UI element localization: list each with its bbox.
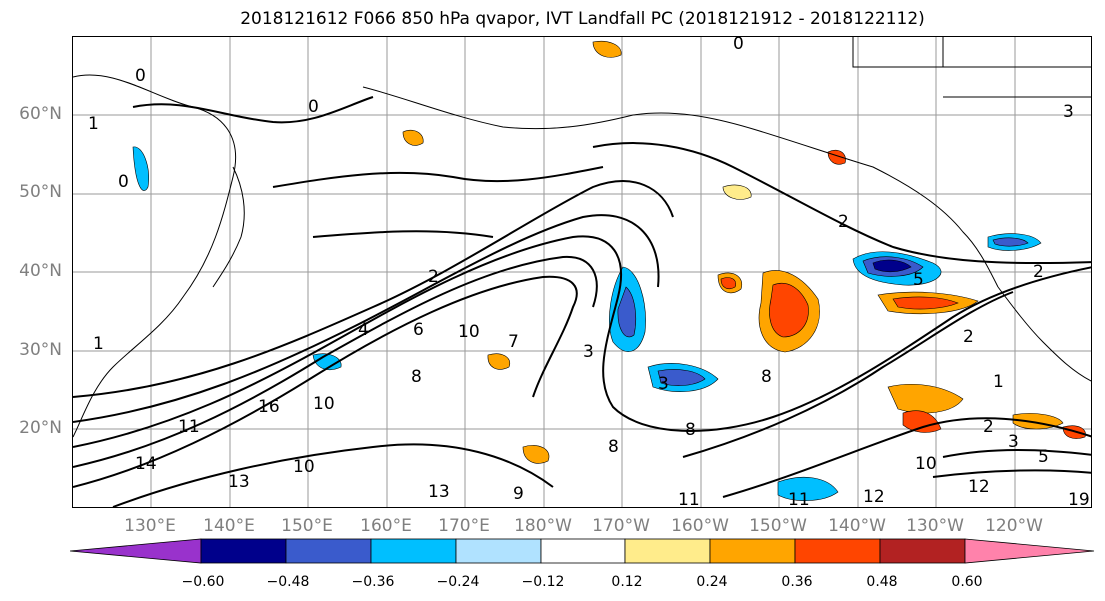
lon-label-140e: 140°E [203,516,255,536]
colorbar-segment [455,538,542,564]
contour-label: 8 [761,367,772,387]
contour-label: 5 [1038,447,1049,467]
contour-label: 3 [583,342,594,362]
lat-label-60n: 60°N [19,104,62,124]
colorbar-segment [794,538,881,564]
colorbar-segment [200,538,287,564]
contour-label: 0 [733,37,744,54]
colorbar-tick-label: 0.36 [781,574,813,590]
ivt-contours [73,96,1091,507]
contour-label: 2 [963,327,974,347]
map-panel: 0 0 0 0 1 1 1 2 2 2 2 2 3 3 3 3 4 5 5 6 … [72,36,1092,508]
contour-label: 10 [458,322,480,342]
contour-label: 1 [88,114,99,134]
colorbar-tick-label: −0.12 [521,574,565,590]
contour-label: 0 [308,97,319,117]
colorbar-tick-label: −0.48 [266,574,310,590]
colorbar-segment [370,538,457,564]
lon-label-160w: 160°W [671,516,729,536]
contour-label: 10 [313,394,335,414]
contour-label: 1 [93,334,104,354]
colorbar-segment [624,538,711,564]
colorbar-extend-left [70,538,202,564]
contour-label: 9 [513,484,524,504]
contour-label: 5 [913,270,924,290]
lon-label-170e: 170°E [438,516,490,536]
contour-label: 13 [428,482,450,502]
lon-label-140w: 140°W [828,516,886,536]
lat-label-50n: 50°N [19,182,62,202]
contour-label: 2 [983,417,994,437]
contour-label: 12 [863,487,885,507]
colorbar-tick-label: 0.12 [611,574,643,590]
contour-label: 14 [135,454,157,474]
contour-label: 2 [838,212,849,232]
colorbar-tick-label: 0.60 [951,574,983,590]
contour-label: 6 [413,320,424,340]
lat-label-20n: 20°N [19,418,62,438]
contour-label: 8 [685,420,696,440]
colorbar-segment [540,538,626,564]
map-canvas: 0 0 0 0 1 1 1 2 2 2 2 2 3 3 3 3 4 5 5 6 … [73,37,1091,508]
coastlines [73,37,1091,438]
contour-label-group: 0 0 0 0 1 1 1 2 2 2 2 2 3 3 3 3 4 5 5 6 … [88,37,1090,508]
colorbar-segment [709,538,796,564]
contour-label: 1 [993,372,1004,392]
contour-label: 10 [293,457,315,477]
lat-label-30n: 30°N [19,340,62,360]
contour-label: 0 [135,66,146,86]
colorbar-segment [285,538,372,564]
contour-label: 2 [428,267,439,287]
colorbar-tick-label: 0.48 [866,574,898,590]
contour-label: 7 [508,332,519,352]
contour-label: 11 [178,417,200,437]
shaded-anomalies [132,40,1086,501]
contour-label: 13 [228,472,250,492]
map-title: 2018121612 F066 850 hPa qvapor, IVT Land… [240,9,925,29]
contour-label: 3 [1008,432,1019,452]
lon-label-170w: 170°W [592,516,650,536]
contour-label: 4 [358,320,369,340]
contour-label: 8 [411,367,422,387]
contour-label: 8 [608,437,619,457]
colorbar-tick-label: 0.24 [696,574,728,590]
lon-label-130e: 130°E [124,516,176,536]
contour-label: 3 [658,374,669,394]
contour-label: 2 [1033,262,1044,282]
lon-label-150e: 150°E [281,516,333,536]
contour-label: 12 [968,477,990,497]
contour-label: 3 [1063,102,1074,122]
colorbar-tick-label: −0.24 [436,574,480,590]
contour-label: 11 [678,490,700,508]
contour-label: 16 [258,397,280,417]
lon-label-180w: 180°W [514,516,572,536]
contour-label: 0 [118,172,129,192]
contour-label: 10 [915,454,937,474]
lon-label-120w: 120°W [985,516,1043,536]
contour-label: 11 [788,490,810,508]
lat-label-40n: 40°N [19,261,62,281]
colorbar-tick-label: −0.36 [351,574,395,590]
colorbar-tick-label: −0.60 [181,574,225,590]
colorbar-segment [879,538,966,564]
colorbar-extend-right [964,538,1095,564]
contour-label: 19 [1068,490,1090,508]
colorbar [70,538,1095,564]
lon-label-150w: 150°W [749,516,807,536]
lon-label-130w: 130°W [906,516,964,536]
lon-label-160e: 160°E [360,516,412,536]
